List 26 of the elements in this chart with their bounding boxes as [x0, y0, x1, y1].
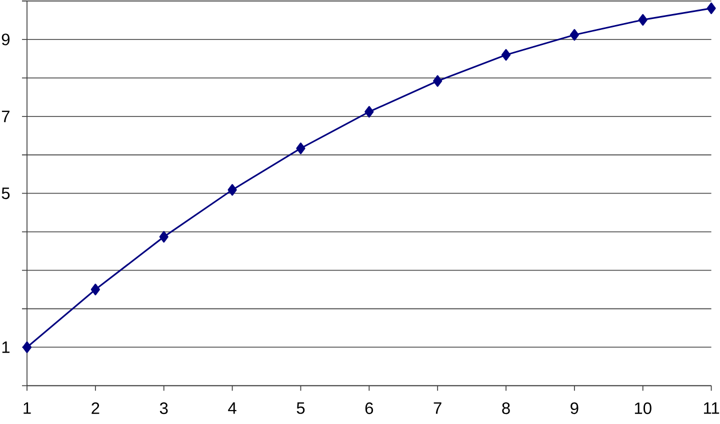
- point: [706, 2, 716, 14]
- y-tick-label: 9: [2, 34, 10, 46]
- x-tick-label: 1: [24, 402, 31, 414]
- x-tick-label: 3: [160, 402, 168, 414]
- y-tick-label: 5: [2, 188, 10, 200]
- x-tick-label: 6: [365, 402, 374, 414]
- point: [501, 49, 511, 61]
- x-tick-label: 5: [296, 402, 305, 414]
- y-tick-label: 7: [2, 110, 10, 122]
- point: [638, 14, 648, 26]
- x-tick-label: 4: [228, 402, 236, 414]
- x-tick-label: 9: [570, 402, 578, 414]
- x-tick-label: 10: [634, 402, 652, 414]
- x-tick-label: 8: [502, 402, 510, 414]
- point: [364, 106, 374, 118]
- point: [159, 231, 168, 243]
- y-tick-label: 1: [2, 342, 10, 353]
- x-tick-label: 2: [92, 402, 100, 414]
- point: [296, 142, 306, 154]
- point: [90, 284, 100, 296]
- x-tick-label: 11: [704, 402, 720, 414]
- point: [433, 75, 442, 87]
- point: [570, 29, 579, 41]
- x-tick-label: 7: [434, 402, 442, 414]
- point: [228, 184, 237, 196]
- point: [22, 341, 32, 354]
